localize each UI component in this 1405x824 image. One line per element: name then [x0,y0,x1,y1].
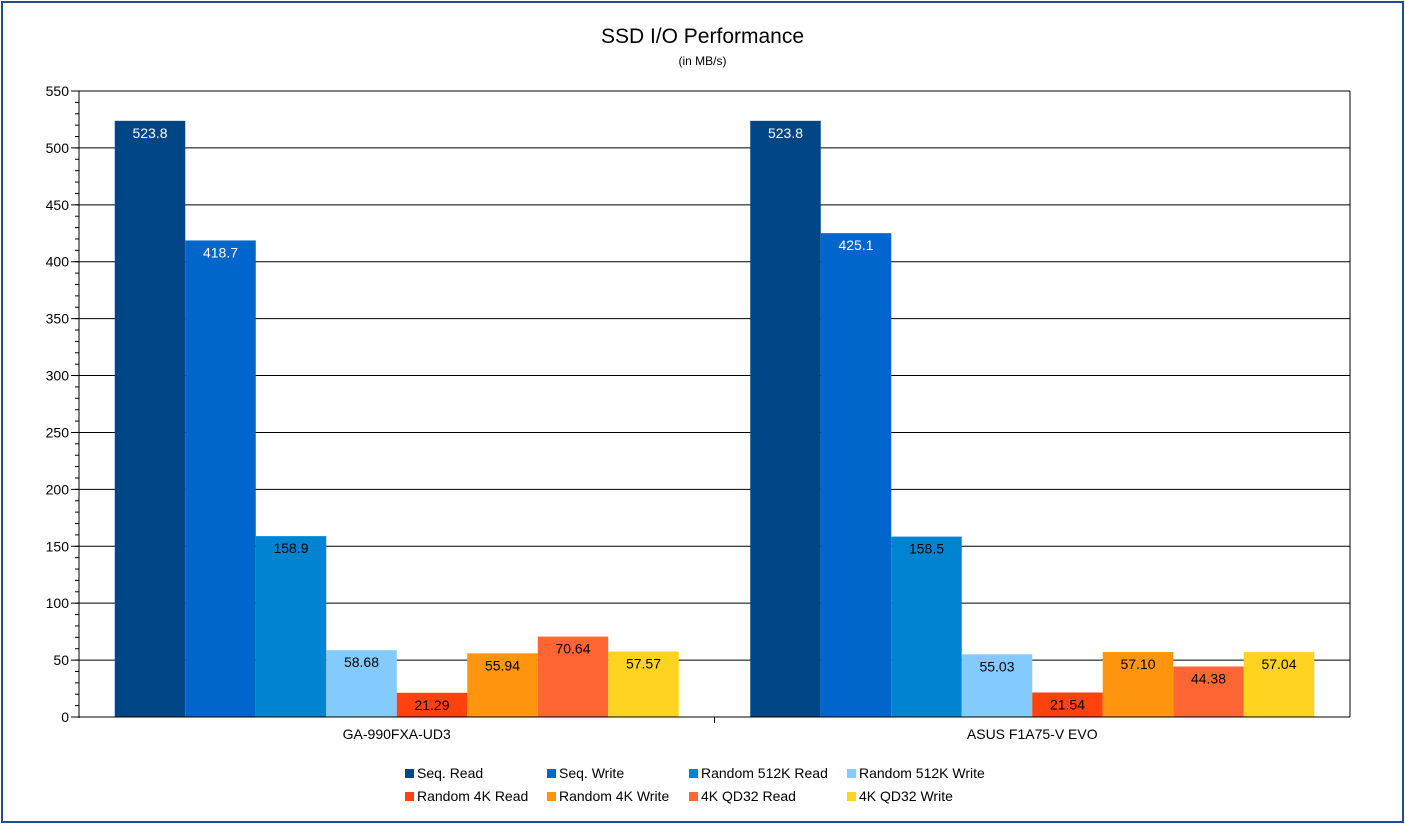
y-tick-label: 350 [46,311,70,327]
y-tick-label: 150 [46,538,70,554]
y-tick-label: 550 [46,83,70,99]
bar [608,651,679,717]
data-label: 70.64 [555,641,590,657]
y-tick-label: 400 [46,254,70,270]
legend-label: Random 4K Read [417,788,529,804]
legend-item: Seq. Read [405,765,547,781]
legend-label: 4K QD32 Read [701,788,796,804]
data-label: 44.38 [1191,670,1226,686]
legend-swatch [547,791,556,801]
bar [114,120,186,717]
bar [1102,652,1174,717]
data-label: 58.68 [344,654,379,670]
legend-label: Random 512K Read [701,765,828,781]
legend-label: Random 512K Write [859,765,985,781]
data-label: 55.94 [485,657,520,673]
data-label: 55.03 [979,658,1014,674]
legend-item: Random 4K Write [547,788,689,804]
data-label: 57.10 [1120,656,1155,672]
bar [396,692,468,717]
bar [467,653,538,717]
chart-legend: Seq. Read Seq. Write Random 512K Read Rando… [405,765,1015,804]
data-label: 21.29 [414,697,449,713]
data-label: 418.7 [203,244,238,260]
legend-swatch [405,768,414,778]
legend-item: Random 512K Write [847,765,1007,781]
bar [537,636,609,717]
y-tick-label: 200 [46,481,70,497]
data-label: 158.5 [909,541,944,557]
y-tick-label: 100 [46,595,70,611]
legend-item: Seq. Write [547,765,689,781]
data-label: 425.1 [838,237,873,253]
legend-item: 4K QD32 Read [689,788,847,804]
data-label: 523.8 [768,125,803,141]
y-tick-label: 50 [53,652,69,668]
legend-swatch [847,768,856,778]
legend-item: Random 4K Read [405,788,547,804]
y-tick-label: 250 [46,424,70,440]
data-label: 21.54 [1050,696,1085,712]
chart-subtitle: (in MB/s) [678,54,727,68]
legend-item: 4K QD32 Write [847,788,1007,804]
bar [820,233,892,717]
legend-swatch [405,791,414,801]
y-tick-label: 450 [46,197,70,213]
legend-item: Random 512K Read [689,765,847,781]
bar [326,650,397,717]
x-category-label: GA-990FXA-UD3 [343,726,451,742]
legend-label: Random 4K Write [559,788,670,804]
legend-swatch [547,768,556,778]
data-label: 57.04 [1261,656,1296,672]
bar [1243,652,1315,717]
legend-label: 4K QD32 Write [859,788,953,804]
legend-swatch [847,791,856,801]
bar [1173,666,1244,717]
data-label: 57.57 [626,655,661,671]
y-tick-label: 500 [46,140,70,156]
bar [1032,692,1103,717]
bar [750,120,821,717]
legend-label: Seq. Write [559,765,625,781]
data-label: 523.8 [132,125,167,141]
legend-swatch [689,768,698,778]
bar [891,536,962,717]
data-label: 158.9 [273,540,308,556]
bar [961,654,1033,717]
legend-swatch [689,791,698,801]
chart-title: SSD I/O Performance [600,25,805,48]
legend-label: Seq. Read [417,765,484,781]
x-category-label: ASUS F1A75-V EVO [967,726,1098,742]
y-tick-label: 300 [46,368,70,384]
bar [255,536,327,717]
bar [185,240,256,717]
y-tick-label: 0 [61,709,69,725]
